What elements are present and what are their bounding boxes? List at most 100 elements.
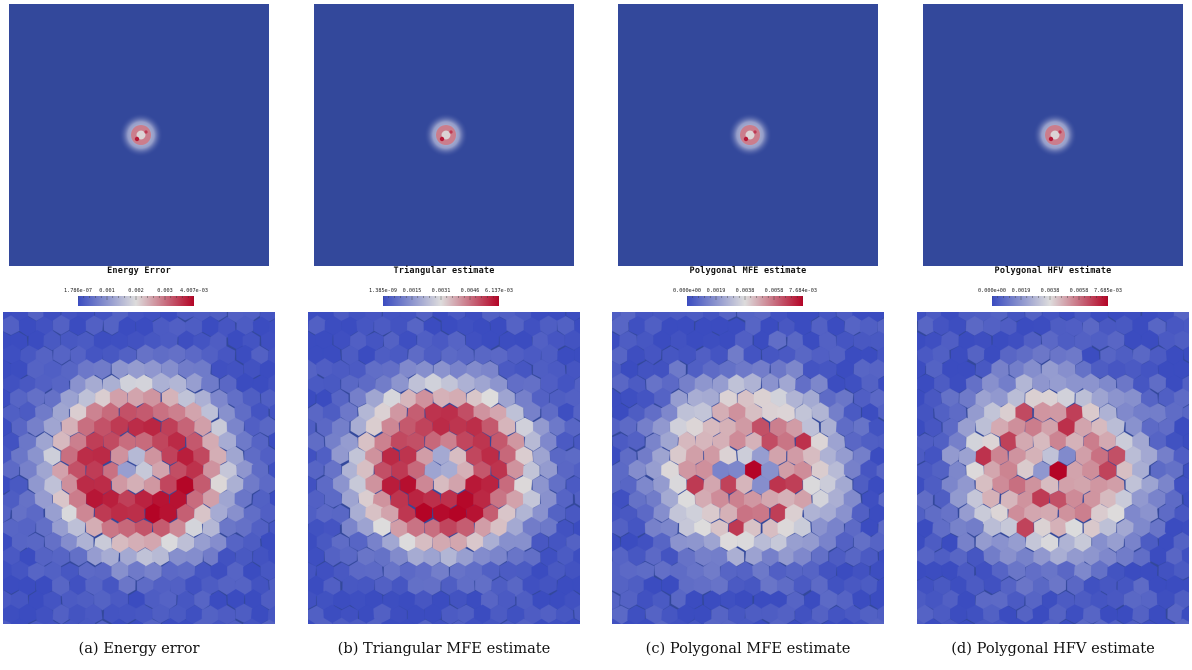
mesh-cell — [267, 547, 275, 565]
mesh-cell — [983, 315, 1001, 337]
mesh-cell — [693, 604, 712, 624]
mesh-cell — [736, 530, 755, 552]
mesh-cell — [1140, 619, 1157, 624]
mesh-cell — [917, 618, 925, 624]
mesh-cell — [431, 619, 449, 624]
mesh-cell — [983, 574, 1002, 595]
mesh-cell — [1181, 546, 1189, 565]
mesh-cell — [612, 407, 613, 418]
mesh-cell — [917, 489, 934, 510]
mesh-cell — [168, 604, 187, 624]
mesh-cell — [126, 473, 145, 494]
mesh-cell — [574, 318, 580, 335]
mesh-cell — [693, 401, 713, 423]
mesh-cell — [308, 475, 317, 495]
colorbar-gradient — [687, 296, 803, 306]
mesh-cell — [869, 531, 884, 553]
mesh-cell — [1065, 604, 1084, 624]
mesh-cell — [35, 605, 54, 624]
mesh-cell — [843, 459, 862, 480]
mesh-cell — [18, 316, 37, 337]
mesh-cell — [109, 388, 128, 409]
mesh-cell — [1106, 531, 1125, 552]
mesh-cell — [653, 620, 669, 624]
mesh-cell — [227, 329, 246, 350]
colorbar — [78, 296, 194, 306]
mesh-cell — [126, 503, 145, 523]
mesh-cell — [564, 590, 580, 611]
subfigure-caption: (c) Polygonal MFE estimate — [645, 640, 851, 657]
mesh-cell — [539, 459, 558, 480]
colorbar — [383, 296, 499, 306]
mesh-cell — [211, 359, 229, 380]
mesh-cell — [1125, 415, 1144, 437]
mesh-cell — [793, 489, 813, 511]
mesh-cell — [390, 605, 408, 624]
mesh-cell — [102, 344, 121, 365]
mesh-cell — [793, 516, 812, 538]
mesh-cell — [917, 359, 926, 380]
zoomed-estimate-map — [917, 312, 1189, 624]
mesh-cell — [998, 605, 1017, 624]
mesh-cell — [211, 619, 227, 624]
mesh-cell — [621, 619, 636, 624]
mesh-cell — [1074, 618, 1092, 624]
figure-panel-d: Polygonal HFV estimate 0.000e+00 0.0019 … — [917, 0, 1189, 670]
mesh-cell — [482, 618, 501, 624]
zoomed-error-map — [3, 312, 275, 624]
mesh-cell — [243, 531, 261, 552]
mesh-cell — [981, 488, 1000, 509]
mesh-cell — [853, 473, 871, 495]
colorbar-ticks: 0.000e+00 0.0019 0.0038 0.0058 7.685e-03 — [917, 288, 1189, 297]
mesh-cell — [1115, 315, 1134, 335]
mesh-cell — [260, 560, 275, 581]
colorbar-tick: 0.0031 — [431, 288, 451, 294]
mesh-cell — [612, 618, 622, 624]
mesh-cell — [111, 618, 128, 624]
colorbar-tick: 0.0038 — [735, 288, 755, 294]
colorbar-title: Polygonal HFV estimate — [994, 266, 1112, 276]
mesh-cell — [1148, 373, 1167, 394]
mesh-cell — [268, 577, 275, 595]
subfigure-caption: (d) Polygonal HFV estimate — [951, 640, 1155, 657]
mesh-cell — [349, 531, 368, 552]
mesh-cell — [573, 402, 580, 421]
mesh-cell — [653, 502, 671, 523]
mesh-cell — [43, 416, 62, 437]
mesh-cell — [852, 589, 871, 610]
mesh-cell — [86, 488, 104, 509]
mesh-cell — [965, 517, 984, 537]
mesh-cell — [917, 446, 925, 465]
mesh-cell — [1032, 344, 1051, 365]
mesh-cell — [242, 618, 261, 624]
mesh-cell — [729, 430, 747, 451]
mesh-cell — [432, 444, 451, 466]
mesh-cell — [3, 417, 12, 437]
mesh-cell — [78, 617, 96, 624]
figure-panel-b: Triangular estimate 1.385e-09 0.0015 0.0… — [308, 0, 580, 670]
mesh-cell — [982, 603, 1002, 624]
mesh-cell — [92, 358, 112, 380]
mesh-cell — [573, 604, 580, 622]
mesh-cell — [1107, 619, 1124, 624]
mesh-cell — [612, 489, 631, 509]
mesh-cell — [374, 575, 393, 596]
mesh-cell — [619, 589, 639, 609]
mesh-cell — [456, 430, 474, 451]
mesh-cell — [423, 344, 442, 366]
mesh-cell — [1116, 546, 1135, 567]
mesh-cell — [128, 560, 146, 581]
mesh-cell — [381, 417, 400, 437]
colorbar-tick: 4.007e-03 — [179, 288, 209, 294]
mesh-cell — [637, 618, 656, 624]
mesh-cell — [612, 445, 621, 466]
mesh-cell — [826, 316, 845, 337]
mesh-cell — [761, 401, 780, 423]
mesh-cell — [268, 432, 275, 449]
mesh-cell — [250, 604, 269, 624]
figure-panel-c: Polygonal MFE estimate 0.000e+00 0.0019 … — [612, 0, 884, 670]
mesh-cell — [3, 504, 12, 523]
mesh-cell — [490, 603, 508, 624]
mesh-cell — [877, 519, 884, 536]
mesh-cell — [10, 617, 29, 624]
